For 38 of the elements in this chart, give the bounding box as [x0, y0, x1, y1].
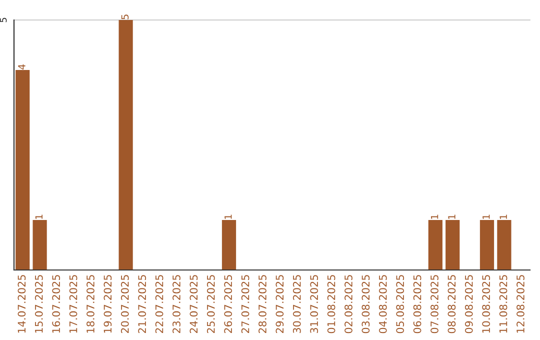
- x-tick-label: 24.07.2025: [190, 275, 198, 334]
- x-tick-label: 19.07.2025: [104, 275, 112, 333]
- x-tick-label: 20.07.2025: [120, 275, 129, 334]
- x-tick-label: 02.08.2025: [344, 275, 352, 334]
- data-label: 5: [121, 14, 129, 20]
- data-label: 1: [430, 214, 438, 219]
- x-tick-label: 16.07.2025: [52, 275, 60, 333]
- x-tick-label: 06.08.2025: [413, 275, 422, 334]
- data-label: 1: [224, 214, 232, 219]
- x-tick-label: 21.07.2025: [138, 275, 146, 334]
- x-tick-label: 01.08.2025: [327, 275, 336, 334]
- x-tick-label: 23.07.2025: [172, 275, 180, 334]
- x-tick-label: 30.07.2025: [292, 275, 301, 334]
- x-tick-label: 22.07.2025: [155, 275, 164, 334]
- x-tick-label: 28.07.2025: [258, 275, 266, 334]
- x-tick-label: 03.08.2025: [362, 275, 370, 334]
- x-tick-label: 17.07.2025: [69, 275, 78, 333]
- x-tick-label: 04.08.2025: [378, 275, 387, 334]
- x-tick-label: 14.07.2025: [18, 275, 26, 333]
- x-tick-label: 05.08.2025: [396, 275, 404, 334]
- x-tick-label: 07.08.2025: [430, 275, 438, 334]
- x-tick-label: 25.07.2025: [206, 275, 215, 334]
- x-tick-label: 31.07.2025: [310, 275, 318, 334]
- x-tick-label: 15.07.2025: [34, 275, 43, 333]
- x-tick-label: 12.08.2025: [516, 275, 524, 333]
- x-tick-label: 11.08.2025: [499, 275, 508, 333]
- data-label: 1: [500, 214, 507, 219]
- x-tick-label: 10.08.2025: [482, 275, 490, 333]
- x-tick-label: 29.07.2025: [276, 275, 284, 334]
- x-tick-label: 18.07.2025: [86, 275, 94, 333]
- x-tick-label: 26.07.2025: [224, 275, 232, 334]
- data-label: 1: [482, 214, 490, 219]
- x-tick-label: 27.07.2025: [241, 275, 250, 334]
- data-label: 4: [18, 64, 26, 70]
- x-tick-label: 09.08.2025: [464, 275, 473, 334]
- data-label: 1: [448, 214, 456, 219]
- data-label: 1: [35, 214, 42, 219]
- x-tick-label: 08.08.2025: [448, 275, 456, 334]
